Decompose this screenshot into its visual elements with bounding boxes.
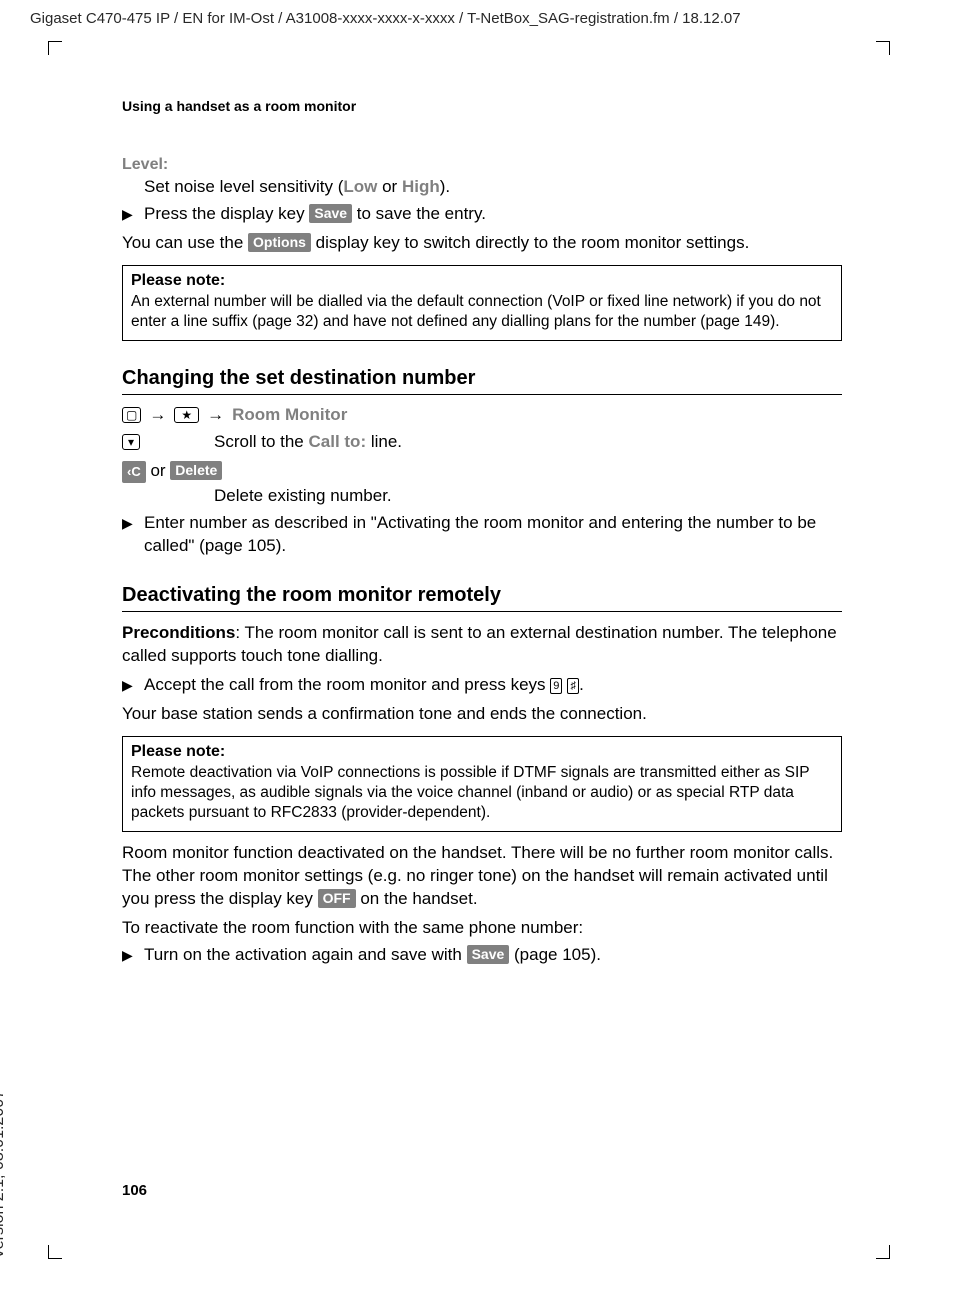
document-header: Gigaset C470-475 IP / EN for IM-Ost / A3… (30, 10, 741, 27)
text: or (377, 177, 402, 196)
menu-icon: ▢ (122, 407, 141, 423)
text: (page 105). (509, 945, 601, 964)
delete-key: Delete (170, 461, 222, 480)
note-box-1: Please note: An external number will be … (122, 265, 842, 341)
note-title: Please note: (131, 272, 833, 290)
crop-mark (876, 41, 890, 55)
bullet-arrow-icon: ▶ (122, 512, 144, 532)
crop-mark (876, 1245, 890, 1259)
text: ). (440, 177, 450, 196)
scroll-line: Scroll to the Call to: line. (214, 431, 842, 454)
save-key: Save (467, 945, 510, 964)
page-number: 106 (122, 1182, 147, 1199)
level-high: High (402, 177, 440, 196)
key-9-icon: 9 (550, 678, 562, 694)
nav-path: ▢ → ★ → Room Monitor (122, 405, 842, 425)
text: Accept the call from the room monitor an… (144, 675, 550, 694)
note-body: Remote deactivation via VoIP connections… (131, 763, 833, 823)
text: on the handset. (356, 889, 478, 908)
text: Scroll to the (214, 432, 309, 451)
crop-mark (48, 41, 62, 55)
level-label: Level: (122, 156, 842, 174)
save-key: Save (309, 204, 352, 223)
enter-number-line: Enter number as described in "Activating… (144, 512, 842, 558)
heading-change-destination: Changing the set destination number (122, 367, 842, 395)
bullet-arrow-icon: ▶ (122, 203, 144, 223)
note-title: Please note: (131, 743, 833, 761)
text: . (579, 675, 584, 694)
turn-on-line: Turn on the activation again and save wi… (144, 944, 601, 967)
options-key: Options (248, 233, 311, 252)
key-hash-icon: ♯ (567, 678, 579, 694)
running-head: Using a handset as a room monitor (122, 98, 842, 114)
nav-room-monitor: Room Monitor (232, 405, 347, 425)
back-c-key: ‹C (122, 461, 146, 483)
accept-call-line: Accept the call from the room monitor an… (144, 674, 584, 697)
text: Turn on the activation again and save wi… (144, 945, 467, 964)
down-nav-icon: ▾ (122, 434, 140, 450)
crop-mark (48, 1245, 62, 1259)
options-line: You can use the Options display key to s… (122, 232, 842, 255)
text: display key to switch directly to the ro… (311, 233, 749, 252)
text: You can use the (122, 233, 248, 252)
arrow-icon: → (149, 405, 166, 425)
preconditions-label: Preconditions (122, 623, 235, 642)
text: line. (366, 432, 402, 451)
reactivate-line: To reactivate the room function with the… (122, 917, 842, 940)
note-body: An external number will be dialled via t… (131, 292, 833, 332)
text: Press the display key (144, 204, 309, 223)
heading-deactivate: Deactivating the room monitor remotely (122, 584, 842, 612)
base-station-line: Your base station sends a confirmation t… (122, 703, 842, 726)
text: or (146, 461, 171, 480)
note-box-2: Please note: Remote deactivation via VoI… (122, 736, 842, 832)
star-icon: ★ (174, 407, 199, 423)
deactivated-paragraph: Room monitor function deactivated on the… (122, 842, 842, 911)
call-to-label: Call to: (309, 432, 367, 451)
arrow-icon: → (207, 405, 224, 425)
text: to save the entry. (352, 204, 486, 223)
bullet-arrow-icon: ▶ (122, 944, 144, 964)
level-low: Low (343, 177, 377, 196)
delete-existing: Delete existing number. (214, 485, 842, 508)
text: Room monitor function deactivated on the… (122, 843, 833, 908)
preconditions: Preconditions: The room monitor call is … (122, 622, 842, 668)
text: Set noise level sensitivity ( (144, 177, 343, 196)
version-label: Version 2.1, 08.01.2007 (0, 1090, 8, 1259)
off-key: OFF (318, 889, 356, 908)
bullet-arrow-icon: ▶ (122, 674, 144, 694)
level-description: Set noise level sensitivity (Low or High… (144, 176, 842, 199)
press-save-line: Press the display key Save to save the e… (144, 203, 486, 226)
